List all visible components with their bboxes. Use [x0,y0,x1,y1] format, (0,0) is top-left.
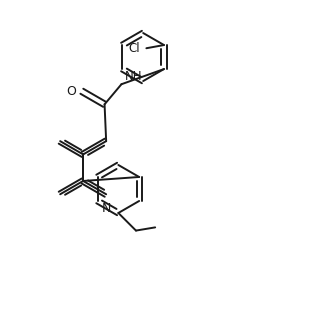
Text: NH: NH [124,70,142,83]
Text: O: O [66,85,76,98]
Text: Cl: Cl [128,42,140,55]
Text: N: N [101,202,111,215]
